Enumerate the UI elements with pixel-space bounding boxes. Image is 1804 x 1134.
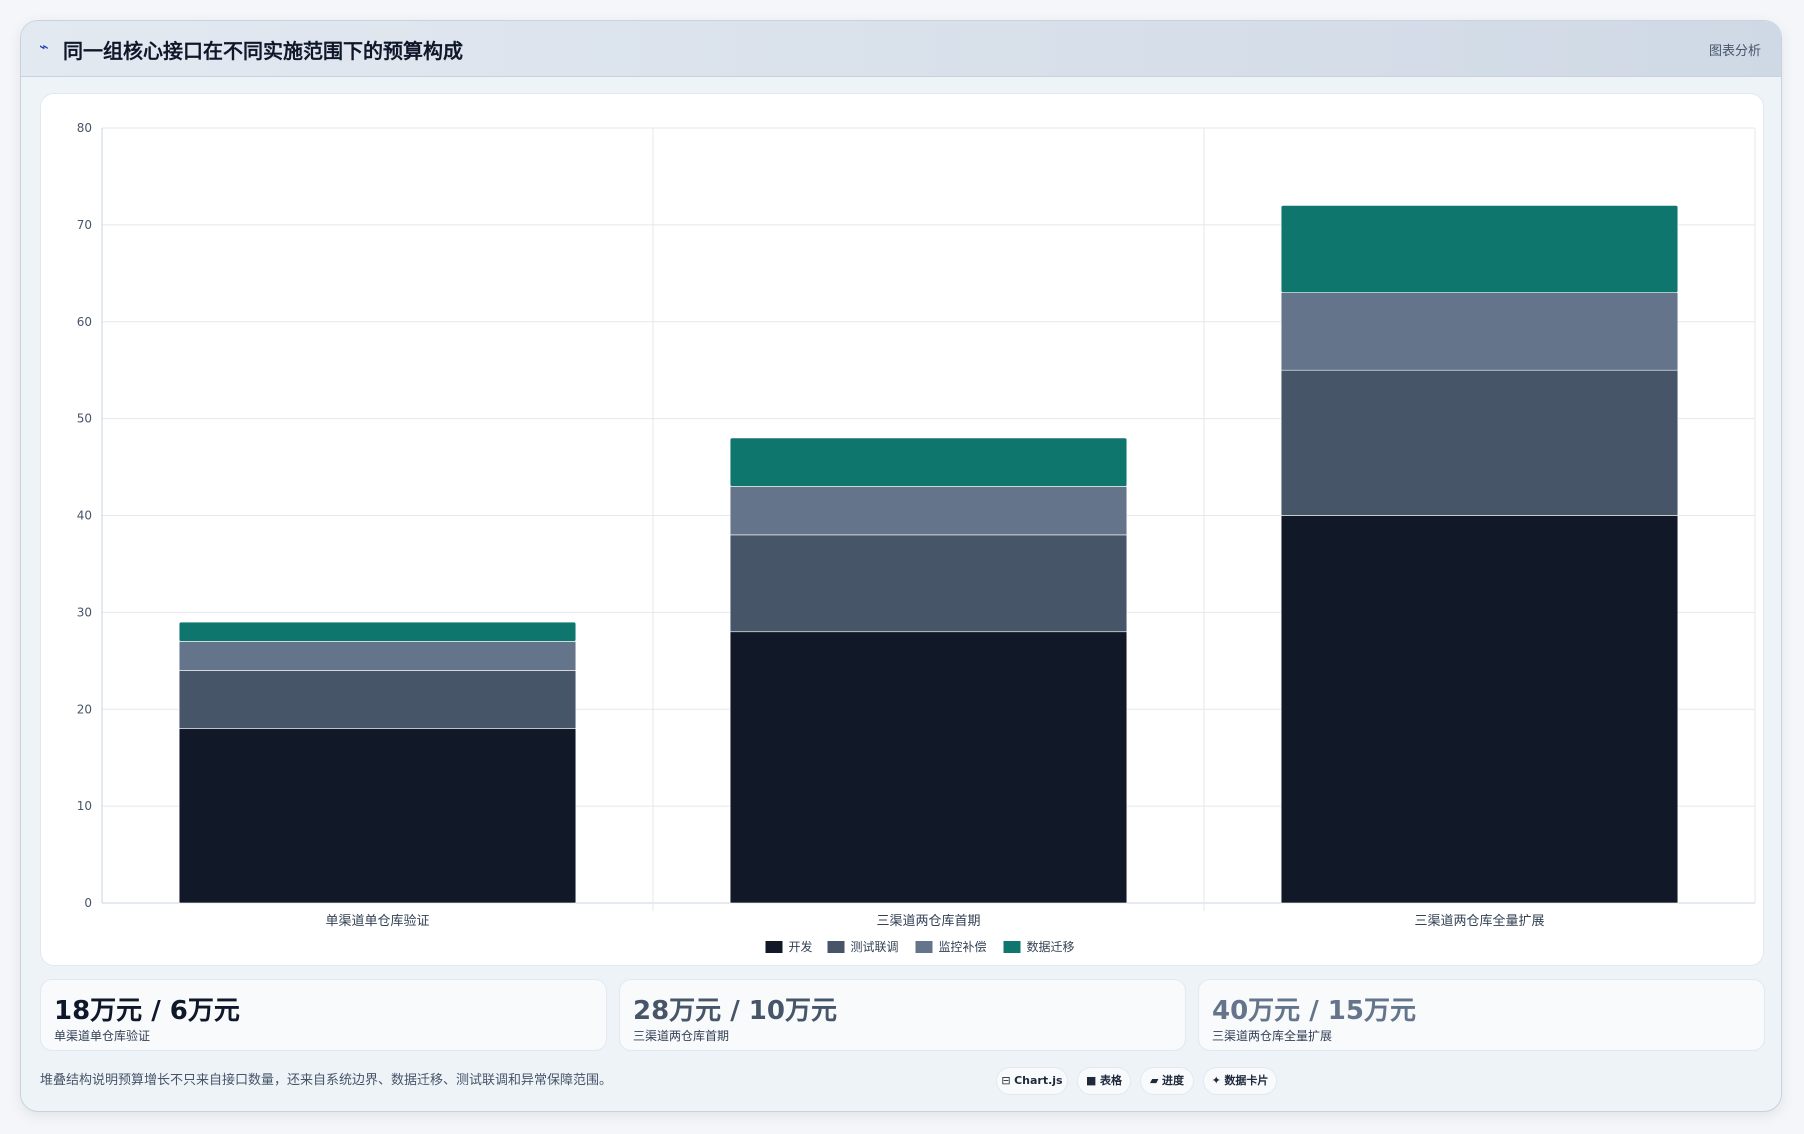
y-tick-label: 60	[77, 315, 92, 329]
y-tick-label: 0	[84, 896, 92, 910]
stat-label-2: 三渠道两仓库首期	[633, 1029, 730, 1043]
legend-swatch	[1003, 941, 1021, 953]
chip-chartjs[interactable]: ⊟ Chart.js	[996, 1067, 1068, 1095]
legend-swatch	[827, 941, 845, 953]
chip-table[interactable]: ■ 表格	[1077, 1067, 1131, 1095]
stat-value-3: 40万元 / 15万元	[1212, 996, 1416, 1026]
legend-label: 开发	[789, 939, 813, 954]
legend-label: 监控补偿	[939, 939, 987, 954]
footnote: 堆叠结构说明预算增长不只来自接口数量，还来自系统边界、数据迁移、测试联调和异常保…	[40, 1073, 613, 1088]
stat-card-3: 40万元 / 15万元 三渠道两仓库全量扩展	[1198, 979, 1765, 1051]
legend-swatch	[765, 941, 783, 953]
chip-data-card[interactable]: ✦ 数据卡片	[1203, 1067, 1277, 1095]
bar-segment	[178, 621, 577, 642]
stat-label-3: 三渠道两仓库全量扩展	[1212, 1029, 1333, 1043]
stacked-bar-chart: 0 10 20 30 40 50 60 70 80 单渠道单仓库验证 三渠道两仓库首期 三渠道两仓库全…	[77, 121, 1756, 954]
bar-segment	[729, 534, 1128, 633]
bar-segment	[178, 728, 577, 904]
x-tick-label: 三渠道两仓库全量扩展	[1414, 913, 1544, 929]
chart-analysis-tag: 图表分析	[1708, 44, 1761, 59]
y-tick-label: 70	[77, 218, 92, 232]
y-tick-label: 40	[77, 509, 92, 523]
legend-label: 数据迁移	[1027, 939, 1075, 954]
y-tick-label: 30	[77, 605, 92, 619]
legend-swatch	[915, 941, 933, 953]
stat-label-1: 单渠道单仓库验证	[54, 1029, 151, 1043]
stat-value-1: 18万元 / 6万元	[54, 996, 240, 1026]
x-tick-label: 单渠道单仓库验证	[325, 913, 429, 929]
chip-data-card-label: 数据卡片	[1224, 1074, 1269, 1087]
legend-label: 测试联调	[851, 939, 899, 954]
sparkle-icon: ✦	[1211, 1074, 1221, 1087]
stat-card-1: 18万元 / 6万元 单渠道单仓库验证	[40, 979, 607, 1051]
chip-table-label: 表格	[1099, 1074, 1122, 1087]
bar-segment	[178, 670, 577, 729]
progress-icon: ▰	[1150, 1074, 1159, 1087]
bar-segment	[1280, 292, 1679, 371]
bar-segment	[729, 486, 1128, 536]
chip-progress-label: 进度	[1161, 1074, 1184, 1087]
x-tick-label: 三渠道两仓库首期	[876, 913, 980, 929]
stat-card-2: 28万元 / 10万元 三渠道两仓库首期	[619, 979, 1186, 1051]
y-tick-label: 80	[77, 121, 92, 135]
y-tick-label: 50	[77, 412, 92, 426]
stat-value-2: 28万元 / 10万元	[633, 996, 837, 1026]
table-icon: ■	[1086, 1074, 1097, 1087]
y-tick-label: 20	[77, 702, 92, 716]
page-title: 同一组核心接口在不同实施范围下的预算构成	[63, 39, 463, 63]
bar-segment	[1280, 515, 1679, 904]
bar-segment	[178, 641, 577, 671]
chart-icon: ⊟	[1001, 1074, 1011, 1087]
bar-segment	[729, 437, 1128, 487]
trend-line-icon: ⌁	[39, 37, 49, 56]
chip-progress[interactable]: ▰ 进度	[1140, 1067, 1194, 1095]
bar-segment	[729, 631, 1128, 904]
bar-segment	[1280, 369, 1679, 516]
panel-header: ⌁ 同一组核心接口在不同实施范围下的预算构成 图表分析	[21, 21, 1781, 77]
chart-panel: ⌁ 同一组核心接口在不同实施范围下的预算构成 图表分析 0 10 20 30 40 50 6…	[20, 20, 1782, 1112]
chip-chartjs-label: Chart.js	[1014, 1074, 1063, 1087]
y-tick-label: 10	[77, 799, 92, 813]
bar-segment	[1280, 205, 1679, 293]
chart-card: 0 10 20 30 40 50 60 70 80 单渠道单仓库验证 三渠道两仓库首期 三渠道两仓库全…	[40, 93, 1764, 966]
